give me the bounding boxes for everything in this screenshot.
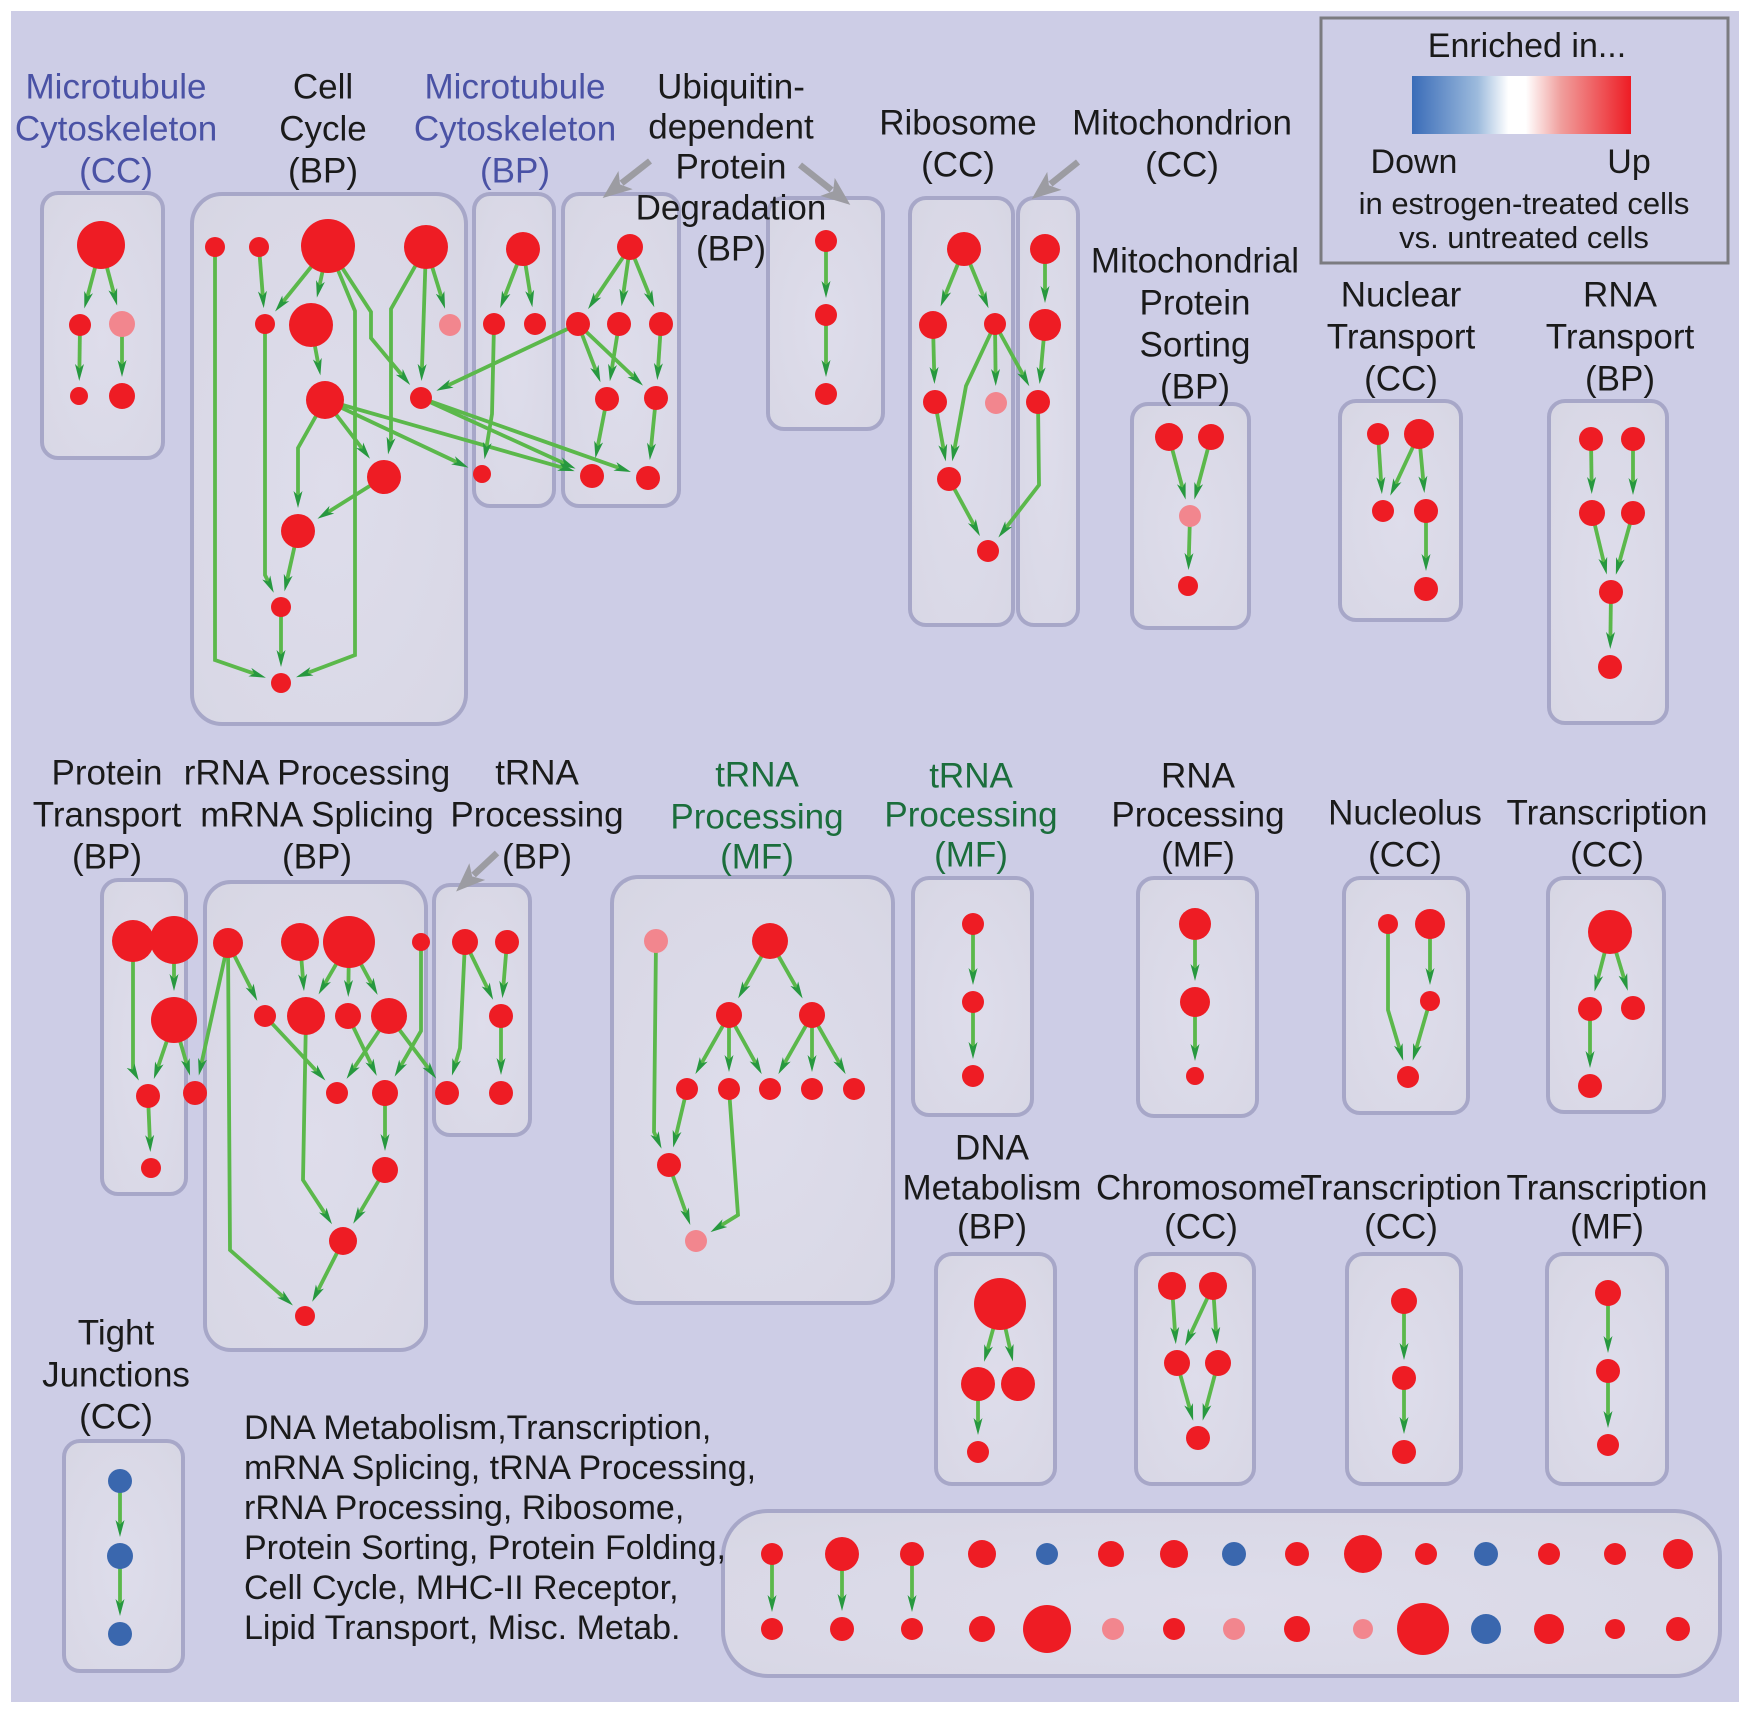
svg-text:(CC): (CC): [1570, 835, 1644, 874]
svg-text:Microtubule: Microtubule: [425, 67, 606, 106]
svg-text:(BP): (BP): [288, 151, 358, 190]
svg-text:Cell Cycle, MHC-II Receptor,: Cell Cycle, MHC-II Receptor,: [244, 1569, 679, 1607]
svg-text:Tight: Tight: [78, 1313, 155, 1352]
svg-text:Chromosome: Chromosome: [1096, 1168, 1306, 1207]
svg-text:Cytoskeleton: Cytoskeleton: [15, 109, 217, 148]
svg-text:(BP): (BP): [282, 837, 352, 876]
svg-text:(MF): (MF): [1161, 835, 1235, 874]
svg-text:(BP): (BP): [957, 1207, 1027, 1246]
svg-text:rRNA Processing: rRNA Processing: [184, 753, 450, 792]
svg-text:RNA: RNA: [1161, 756, 1236, 795]
svg-text:Down: Down: [1371, 143, 1458, 181]
svg-text:in estrogen-treated cells: in estrogen-treated cells: [1359, 186, 1690, 221]
svg-text:Cycle: Cycle: [279, 109, 367, 148]
svg-text:Enriched in...: Enriched in...: [1428, 27, 1626, 65]
svg-text:(MF): (MF): [720, 837, 794, 876]
svg-text:(BP): (BP): [1160, 367, 1230, 406]
svg-text:(CC): (CC): [1145, 145, 1219, 184]
svg-text:Protein: Protein: [676, 147, 787, 186]
svg-text:(BP): (BP): [480, 151, 550, 190]
svg-text:Processing: Processing: [884, 795, 1057, 834]
svg-text:Nuclear: Nuclear: [1341, 275, 1462, 314]
svg-text:Transport: Transport: [1546, 317, 1695, 356]
svg-text:Processing: Processing: [1111, 795, 1284, 834]
svg-text:mRNA Splicing: mRNA Splicing: [200, 795, 433, 834]
svg-text:Protein Sorting, Protein Foldi: Protein Sorting, Protein Folding,: [244, 1529, 726, 1567]
svg-text:vs. untreated cells: vs. untreated cells: [1399, 220, 1649, 255]
svg-text:Mitochondrial: Mitochondrial: [1091, 241, 1299, 280]
svg-text:Ubiquitin-: Ubiquitin-: [657, 67, 805, 106]
svg-text:(BP): (BP): [696, 229, 766, 268]
svg-text:Lipid Transport, Misc. Metab.: Lipid Transport, Misc. Metab.: [244, 1609, 681, 1647]
svg-text:(BP): (BP): [1585, 359, 1655, 398]
svg-text:(CC): (CC): [921, 145, 995, 184]
svg-text:(CC): (CC): [1364, 359, 1438, 398]
svg-text:(BP): (BP): [72, 837, 142, 876]
svg-text:Nucleolus: Nucleolus: [1328, 793, 1482, 832]
svg-text:(CC): (CC): [79, 1397, 153, 1436]
svg-text:Ribosome: Ribosome: [879, 103, 1037, 142]
svg-text:Mitochondrion: Mitochondrion: [1072, 103, 1292, 142]
svg-text:Transcription: Transcription: [1507, 1168, 1708, 1207]
svg-text:Transcription: Transcription: [1507, 793, 1708, 832]
svg-text:DNA: DNA: [955, 1128, 1030, 1167]
svg-text:rRNA Processing, Ribosome,: rRNA Processing, Ribosome,: [244, 1489, 684, 1527]
svg-text:Protein: Protein: [52, 753, 163, 792]
svg-text:tRNA: tRNA: [715, 755, 799, 794]
svg-text:Protein: Protein: [1140, 283, 1251, 322]
svg-text:Degradation: Degradation: [636, 188, 827, 227]
svg-text:Cell: Cell: [293, 67, 353, 106]
svg-text:tRNA: tRNA: [495, 753, 579, 792]
svg-text:(CC): (CC): [1164, 1207, 1238, 1246]
svg-text:Metabolism: Metabolism: [903, 1168, 1082, 1207]
svg-text:Junctions: Junctions: [42, 1355, 190, 1394]
svg-text:(MF): (MF): [1570, 1207, 1644, 1246]
svg-text:Transport: Transport: [1327, 317, 1476, 356]
svg-text:RNA: RNA: [1583, 275, 1658, 314]
svg-text:(BP): (BP): [502, 837, 572, 876]
svg-text:(CC): (CC): [1368, 835, 1442, 874]
svg-text:Cytoskeleton: Cytoskeleton: [414, 109, 616, 148]
svg-text:Transcription: Transcription: [1301, 1168, 1502, 1207]
svg-text:Microtubule: Microtubule: [26, 67, 207, 106]
svg-text:Processing: Processing: [670, 797, 843, 836]
svg-text:dependent: dependent: [648, 107, 814, 146]
svg-text:Up: Up: [1607, 143, 1650, 181]
svg-text:Sorting: Sorting: [1140, 325, 1251, 364]
svg-text:tRNA: tRNA: [929, 756, 1013, 795]
svg-text:(CC): (CC): [1364, 1207, 1438, 1246]
svg-text:DNA Metabolism,Transcription,: DNA Metabolism,Transcription,: [244, 1409, 711, 1447]
svg-text:Processing: Processing: [450, 795, 623, 834]
svg-text:(MF): (MF): [934, 835, 1008, 874]
svg-text:mRNA Splicing, tRNA Processing: mRNA Splicing, tRNA Processing,: [244, 1449, 756, 1487]
svg-text:Transport: Transport: [33, 795, 182, 834]
svg-text:(CC): (CC): [79, 151, 153, 190]
